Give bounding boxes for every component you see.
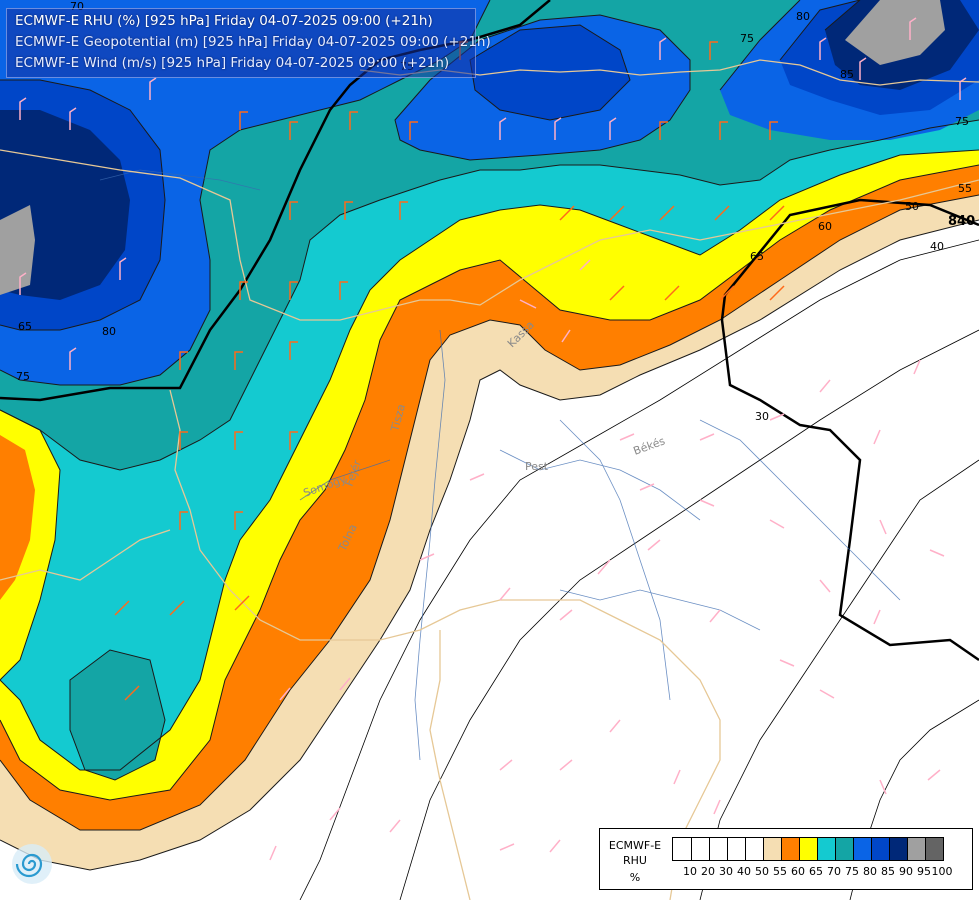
legend-tick-label: 100	[931, 865, 953, 878]
legend-variable: RHU	[623, 854, 647, 867]
contour-label-85-a: 85	[840, 68, 854, 81]
contour-label-75-b: 75	[16, 370, 30, 383]
legend-swatch	[691, 838, 709, 860]
geopotential-label: 840	[948, 214, 975, 229]
legend-swatch	[781, 838, 799, 860]
contour-label-80-a: 80	[796, 10, 810, 23]
place-pest: Pest	[525, 460, 549, 473]
legend-swatch	[673, 838, 691, 860]
contour-label-80-b: 80	[102, 325, 116, 338]
map-title-box: ECMWF-E RHU (%) [925 hPa] Friday 04-07-2…	[6, 8, 491, 78]
legend-swatch	[817, 838, 835, 860]
contour-label-40: 40	[930, 240, 944, 253]
legend-tick-label: 60	[791, 865, 805, 878]
contour-label-30: 30	[755, 410, 769, 423]
band-90-95	[0, 205, 35, 295]
legend-swatch	[853, 838, 871, 860]
legend-tick-label: 10	[683, 865, 697, 878]
legend-tick-label: 95	[917, 865, 931, 878]
legend-model: ECMWF-E	[608, 839, 662, 852]
band-70-75-south	[70, 650, 165, 780]
legend-tick-label: 40	[737, 865, 751, 878]
legend-tick-label: 55	[773, 865, 787, 878]
legend-tick-label: 70	[827, 865, 841, 878]
legend-swatch	[835, 838, 853, 860]
legend-tick-label: 65	[809, 865, 823, 878]
contour-label-50: 50	[905, 200, 919, 213]
legend-tick-label: 85	[881, 865, 895, 878]
contour-label-75-c: 75	[955, 115, 969, 128]
legend-swatch	[889, 838, 907, 860]
legend-tick-label: 30	[719, 865, 733, 878]
legend-swatch	[745, 838, 763, 860]
legend-tick-label: 80	[863, 865, 877, 878]
legend-swatch	[709, 838, 727, 860]
rivers	[99, 169, 901, 761]
legend-swatch	[727, 838, 745, 860]
legend-tick-label: 50	[755, 865, 769, 878]
title-wind: ECMWF-E Wind (m/s) [925 hPa] Friday 04-0…	[15, 55, 450, 71]
contour-label-65-b: 65	[750, 250, 764, 263]
band-80-85-east	[470, 25, 630, 120]
legend-tick-label: 90	[899, 865, 913, 878]
legend-swatch	[763, 838, 781, 860]
title-geopotential: ECMWF-E Geopotential (m) [925 hPa] Frida…	[15, 34, 491, 50]
color-legend: ECMWF-E RHU % 10 20 30 40 50 55 60 65 70 75 80 85 90…	[599, 828, 973, 890]
contour-label-55: 55	[958, 182, 972, 195]
legend-swatch	[907, 838, 925, 860]
wind-barbs	[19, 17, 967, 861]
legend-swatches	[672, 837, 944, 861]
contour-label-60: 60	[818, 220, 832, 233]
legend-tick-label: 75	[845, 865, 859, 878]
legend-swatch	[799, 838, 817, 860]
band-left-orange	[0, 435, 35, 600]
legend-unit: %	[629, 871, 641, 884]
geopotential-thin	[299, 239, 979, 900]
spiral-logo-icon	[10, 842, 54, 886]
legend-swatch	[871, 838, 889, 860]
title-rhu: ECMWF-E RHU (%) [925 hPa] Friday 04-07-2…	[15, 13, 433, 29]
band-90-95-ne	[845, 0, 945, 65]
legend-swatch	[925, 838, 943, 860]
legend-ticks: 10 20 30 40 50 55 60 65 70 75 80 85 90 95 100	[672, 865, 972, 879]
legend-tick-label: 20	[701, 865, 715, 878]
contour-label-75-a: 75	[740, 32, 754, 45]
contour-label-65-a: 65	[18, 320, 32, 333]
